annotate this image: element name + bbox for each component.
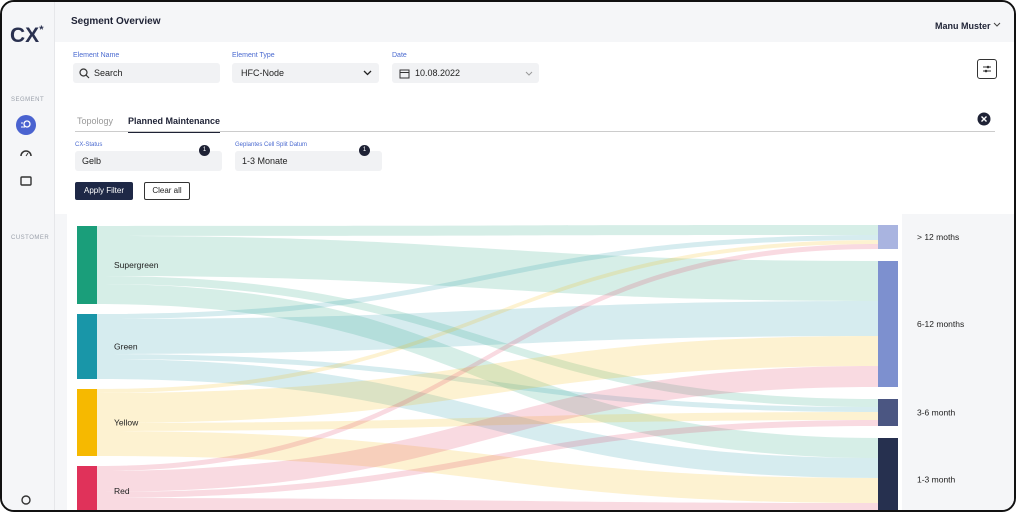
source-label: Yellow bbox=[114, 418, 139, 428]
flow bbox=[97, 336, 878, 423]
logo-text: CX bbox=[10, 24, 40, 47]
close-button[interactable] bbox=[977, 112, 991, 126]
filter-label: Geplantes Cell Split Datum bbox=[235, 142, 308, 148]
flow bbox=[97, 244, 878, 471]
target-node bbox=[878, 261, 898, 387]
target-node bbox=[878, 225, 898, 249]
type-select[interactable]: HFC-Node bbox=[232, 63, 379, 83]
flow bbox=[97, 420, 878, 498]
user-chevron[interactable] bbox=[993, 22, 1001, 28]
flow bbox=[97, 354, 878, 412]
nav-ticket[interactable] bbox=[16, 171, 36, 191]
filter-value: 1-3 Monate bbox=[242, 156, 288, 166]
filter-bar: Element Name Search Element Type HFC-Nod… bbox=[55, 42, 1014, 94]
flow bbox=[97, 359, 878, 478]
user-name[interactable]: Manu Muster bbox=[935, 21, 991, 31]
field-label: Element Type bbox=[232, 52, 275, 59]
nav-gauge[interactable] bbox=[16, 143, 36, 163]
top-bar: Segment Overview Manu Muster bbox=[55, 2, 1014, 42]
source-label: Red bbox=[114, 486, 130, 496]
flow bbox=[97, 431, 878, 503]
sidebar: CX* SEGMENT CUSTOMER bbox=[2, 2, 55, 510]
target-label: 3-6 month bbox=[917, 408, 956, 418]
filter-count: 1 bbox=[359, 145, 370, 156]
flow bbox=[97, 240, 878, 393]
logo: CX* bbox=[10, 24, 43, 48]
logo-mark: * bbox=[39, 24, 44, 36]
field-value: Search bbox=[94, 68, 123, 78]
target-node bbox=[878, 438, 898, 510]
source-node bbox=[77, 389, 97, 456]
content-card: Topology Planned Maintenance CX-Status G… bbox=[55, 94, 1014, 214]
field-value: HFC-Node bbox=[241, 68, 285, 78]
source-node bbox=[77, 314, 97, 379]
flow bbox=[97, 225, 878, 236]
page-title: Segment Overview bbox=[71, 16, 161, 27]
filter-chip[interactable]: Gelb bbox=[75, 151, 222, 171]
filter-chip[interactable]: 1-3 Monate bbox=[235, 151, 382, 171]
flow bbox=[97, 366, 878, 492]
apply-button[interactable]: Apply Filter bbox=[75, 182, 133, 200]
search-field[interactable]: Search bbox=[73, 63, 220, 83]
chart-area bbox=[67, 214, 902, 510]
nav-segment[interactable] bbox=[16, 115, 36, 135]
flow bbox=[97, 412, 878, 431]
tab-divider bbox=[75, 131, 995, 132]
date-picker[interactable]: 10.08.2022 bbox=[392, 63, 539, 83]
flow bbox=[97, 236, 878, 301]
source-node bbox=[77, 226, 97, 304]
filter-count: 1 bbox=[199, 145, 210, 156]
flow bbox=[97, 284, 878, 458]
target-label: > 12 moths bbox=[917, 232, 959, 242]
flow bbox=[97, 276, 878, 407]
filter-value: Gelb bbox=[82, 156, 102, 166]
settings-button[interactable] bbox=[977, 59, 997, 79]
tab-active[interactable]: Planned Maintenance bbox=[128, 116, 221, 133]
source-label: Green bbox=[114, 342, 138, 352]
field-label: Date bbox=[392, 52, 407, 59]
flow bbox=[97, 498, 878, 510]
section-label: CUSTOMER bbox=[11, 235, 50, 241]
sankey-chart: Supergreen Green Yellow Red > 12 moths 6-12 m… bbox=[67, 214, 1014, 510]
section-label: SEGMENT bbox=[11, 97, 45, 103]
label-panel bbox=[904, 214, 1014, 510]
source-label: Supergreen bbox=[114, 260, 159, 270]
source-node bbox=[77, 466, 97, 510]
field-value: 10.08.2022 bbox=[415, 68, 461, 78]
filter-label: CX-Status bbox=[75, 142, 103, 148]
target-node bbox=[878, 399, 898, 426]
settings[interactable] bbox=[16, 490, 36, 510]
target-label: 1-3 month bbox=[917, 475, 956, 485]
flow bbox=[97, 235, 878, 319]
clear-button[interactable]: Clear all bbox=[144, 182, 190, 200]
tab[interactable]: Topology bbox=[77, 116, 114, 126]
flow bbox=[97, 301, 878, 354]
target-label: 6-12 months bbox=[917, 319, 964, 329]
field-label: Element Name bbox=[73, 52, 120, 59]
